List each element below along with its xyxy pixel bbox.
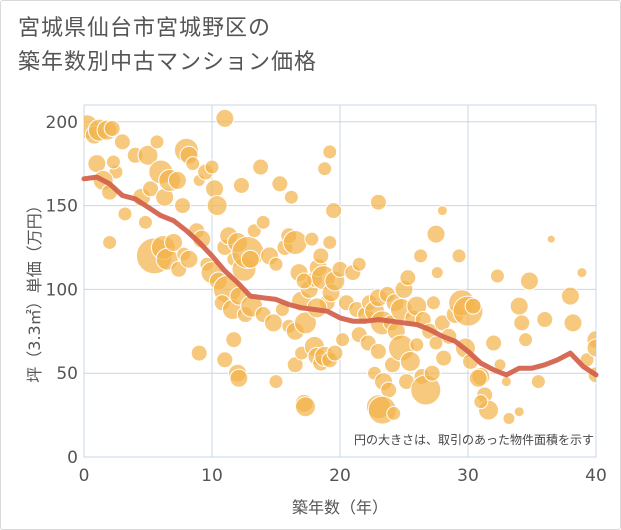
data-bubble (586, 338, 596, 358)
trend-line-series (81, 174, 599, 378)
x-tick-label: 40 (585, 466, 607, 486)
data-bubble (509, 296, 529, 316)
data-bubble (423, 364, 441, 382)
x-tick-label: 30 (457, 466, 479, 486)
data-bubble (149, 134, 165, 150)
data-bubble (105, 154, 121, 170)
data-bubble (326, 344, 344, 362)
data-bubble (215, 108, 235, 128)
data-bubble (409, 337, 425, 353)
data-bubble (399, 350, 421, 372)
data-bubble (204, 159, 220, 175)
data-bubble (530, 374, 546, 390)
data-bubble (386, 405, 402, 421)
data-bubble (369, 342, 387, 360)
data-bubble (322, 234, 338, 250)
data-bubble (102, 234, 118, 250)
data-bubble (560, 286, 580, 306)
y-tick-label: 100 (46, 280, 78, 300)
data-bubble (263, 313, 283, 333)
x-tick-label: 20 (329, 466, 351, 486)
data-bubble (546, 234, 556, 244)
chart-title-line1: 宮城県仙台市宮城野区の (18, 16, 272, 41)
data-bubble (325, 202, 343, 220)
data-bubble (436, 205, 448, 217)
data-bubble (294, 396, 316, 418)
y-tick-label: 50 (56, 364, 78, 384)
data-bubble (413, 248, 429, 264)
data-bubble (225, 331, 243, 349)
data-bubble (335, 332, 351, 348)
data-bubble (563, 313, 583, 333)
data-bubble (430, 266, 444, 280)
data-bubble (518, 332, 534, 348)
y-tick-label: 150 (46, 197, 78, 217)
data-bubble (513, 314, 531, 332)
data-bubble (426, 224, 446, 244)
data-bubble (485, 334, 503, 352)
data-bubble (435, 349, 453, 367)
data-bubble (117, 206, 133, 222)
data-bubble (216, 351, 234, 369)
data-bubble (295, 272, 313, 290)
data-bubble (489, 268, 505, 284)
data-bubble (576, 267, 588, 279)
data-bubble (428, 335, 444, 351)
data-bubble (206, 195, 228, 217)
data-bubble (229, 368, 249, 388)
x-tick-label: 10 (201, 466, 223, 486)
data-bubble (137, 144, 159, 166)
data-bubble (304, 231, 320, 247)
data-bubble (268, 374, 284, 390)
x-axis-title: 築年数（年） (292, 498, 388, 517)
data-bubble (399, 269, 417, 287)
data-bubble (369, 193, 387, 211)
data-bubble (179, 249, 199, 269)
data-bubble (174, 197, 192, 215)
data-bubble (232, 176, 250, 194)
data-bubble (205, 179, 225, 199)
trend-line (81, 174, 599, 378)
y-tick-label: 200 (46, 113, 78, 133)
data-bubble (137, 214, 153, 230)
data-bubble (185, 156, 201, 172)
chart-title-line2: 築年数別中古マンション価格 (18, 50, 318, 75)
chart-title: 宮城県仙台市宮城野区の 築年数別中古マンション価格 (18, 12, 317, 80)
data-bubble (312, 247, 330, 265)
data-bubble (283, 189, 299, 205)
data-bubble (464, 297, 482, 315)
size-annotation: 円の大きさは、取引のあった物件面積を示す (354, 432, 594, 447)
y-axis-title: 坪（3.3㎡）単価（万円） (25, 197, 44, 382)
data-bubble (502, 411, 516, 425)
data-bubble (164, 232, 184, 252)
data-bubble (240, 249, 260, 269)
data-bubble (252, 158, 270, 176)
data-bubble (451, 248, 467, 264)
data-bubble (425, 295, 441, 311)
data-bubble (468, 368, 488, 388)
data-bubble (351, 256, 367, 272)
data-bubble (282, 229, 308, 255)
data-bubble (190, 344, 208, 362)
data-bubble (500, 376, 512, 388)
data-bubble (322, 144, 338, 160)
data-bubble (255, 214, 271, 230)
x-tick-label: 0 (79, 466, 90, 486)
data-bubble (167, 170, 187, 190)
data-bubble (473, 394, 489, 410)
data-bubble (513, 406, 525, 418)
axis-ticks: 0 10 20 30 40 0 50 100 150 200 (46, 113, 607, 486)
data-bubble (519, 271, 539, 291)
data-bubble (103, 119, 121, 137)
data-bubble (113, 133, 131, 151)
data-bubble (142, 180, 160, 198)
data-bubble (268, 256, 284, 272)
y-tick-label: 0 (67, 448, 78, 468)
data-bubble (293, 311, 317, 335)
data-bubble (317, 161, 333, 177)
data-bubble (271, 175, 289, 193)
data-bubble (536, 311, 554, 329)
